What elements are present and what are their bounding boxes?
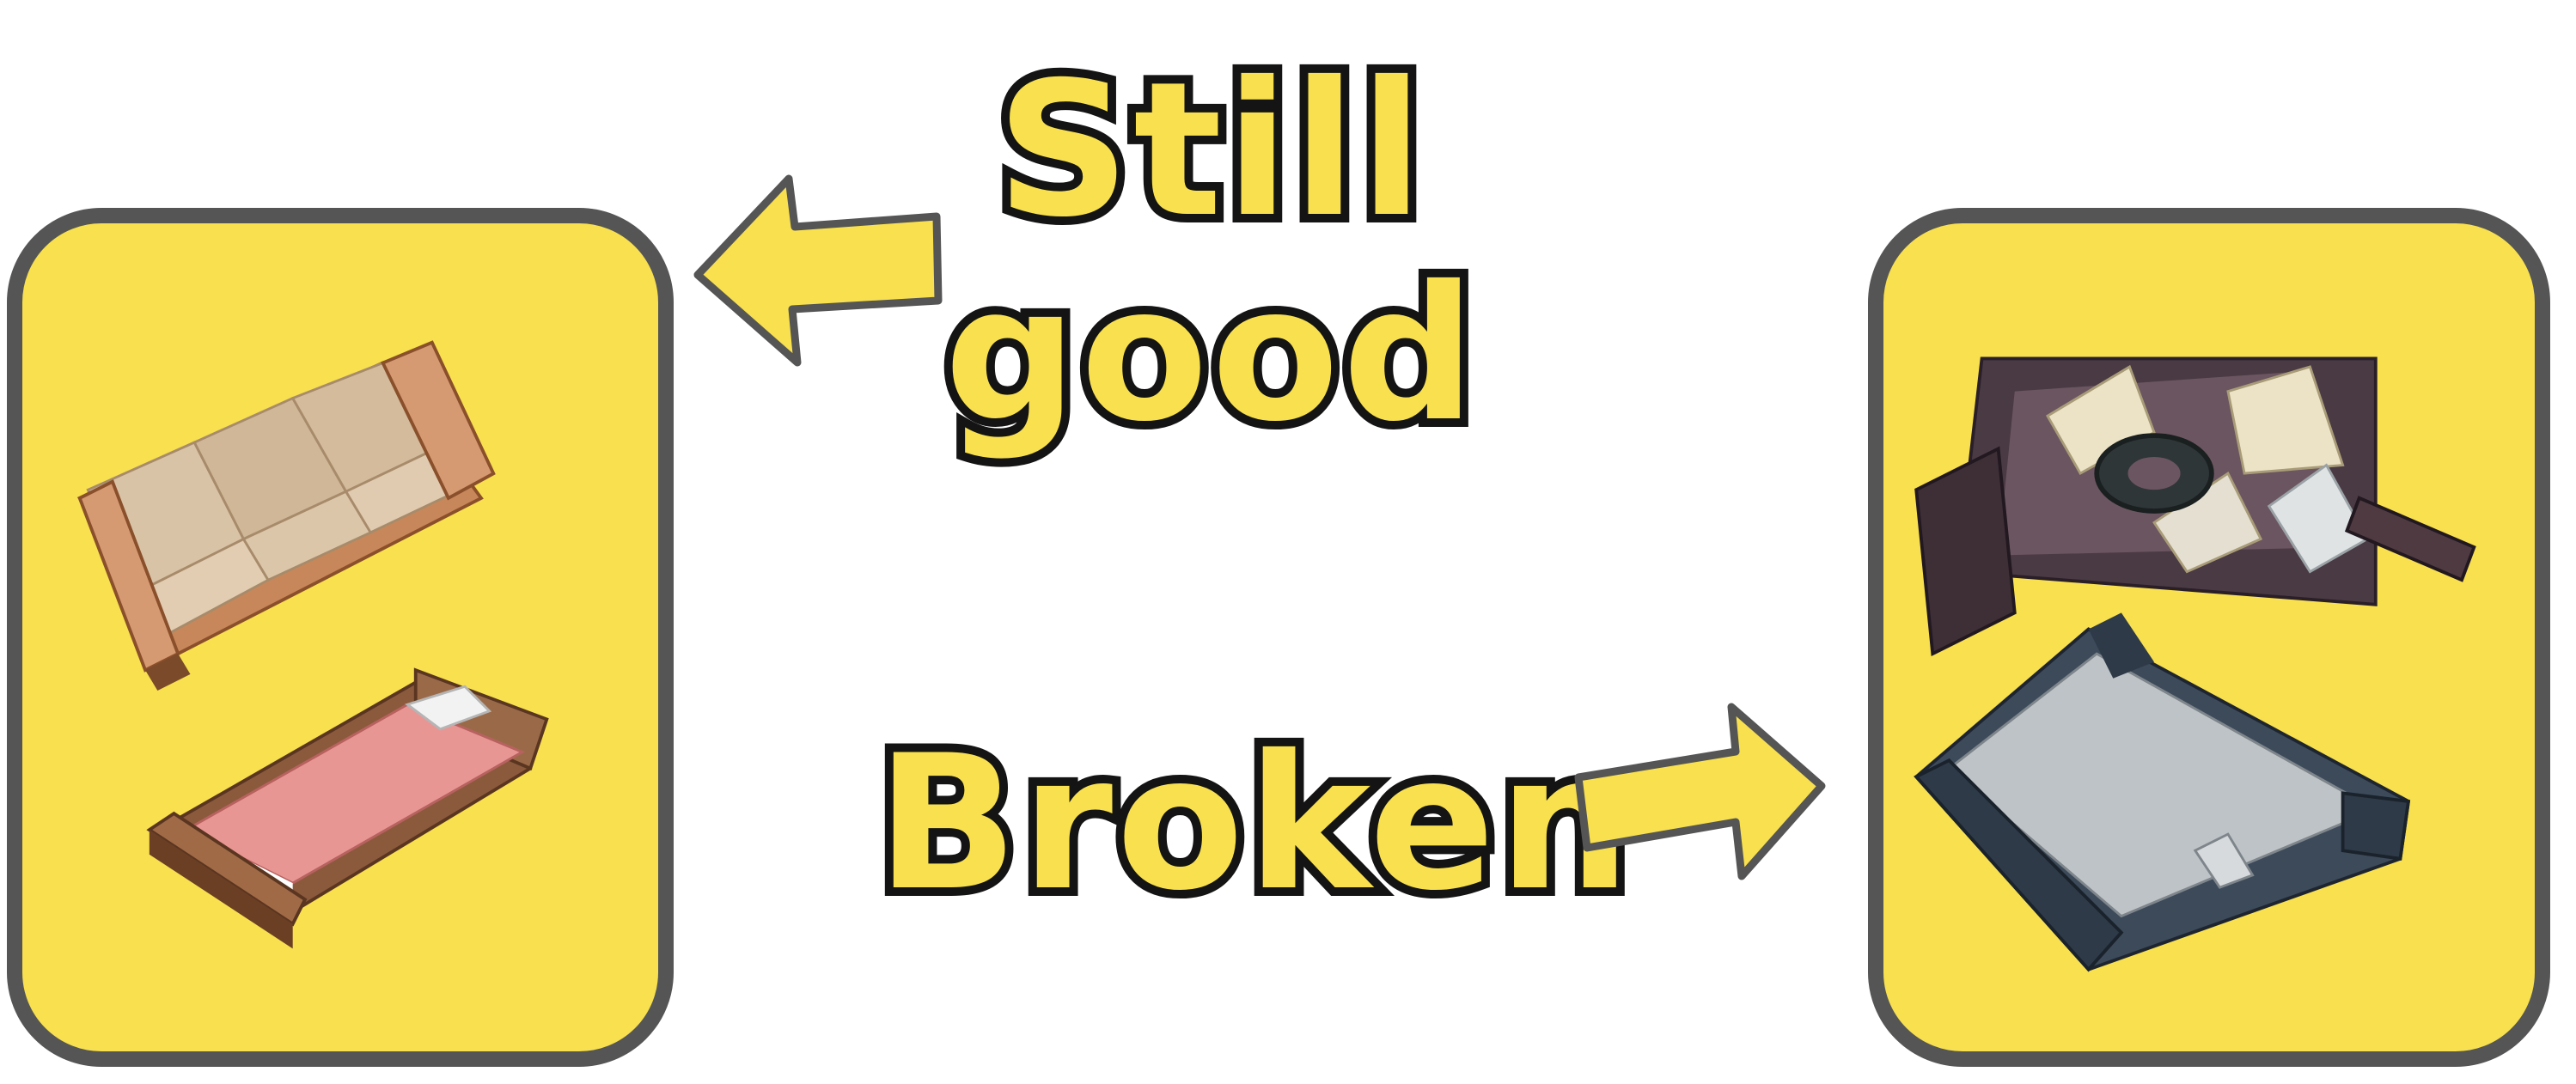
still-good-label: Still good — [936, 40, 1484, 466]
broken-table-item[interactable] — [1914, 356, 2476, 657]
broken-furniture-bin[interactable] — [1868, 208, 2550, 1067]
broken-label: Broken — [868, 713, 1639, 935]
broken-furniture-illustration — [1914, 356, 2476, 972]
good-furniture-illustration — [76, 340, 549, 949]
broken-bed-item[interactable] — [1914, 612, 2411, 972]
bed-item[interactable] — [146, 667, 549, 949]
arrow-right-icon — [1574, 703, 1826, 880]
sofa-item[interactable] — [76, 340, 496, 691]
arrow-left-icon — [693, 174, 943, 367]
good-furniture-bin[interactable] — [7, 208, 674, 1067]
